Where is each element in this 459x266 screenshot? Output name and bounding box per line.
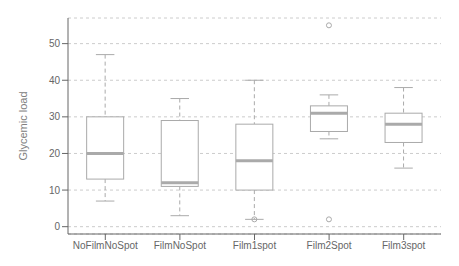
svg-text:40: 40 — [49, 75, 61, 86]
svg-text:20: 20 — [49, 148, 61, 159]
svg-text:Film2Spot: Film2Spot — [307, 240, 352, 251]
svg-text:Film3spot: Film3spot — [382, 240, 426, 251]
svg-text:30: 30 — [49, 111, 61, 122]
svg-text:0: 0 — [54, 221, 60, 232]
svg-text:50: 50 — [49, 38, 61, 49]
svg-text:NoFilmNoSpot: NoFilmNoSpot — [73, 240, 138, 251]
svg-text:Glycemic load: Glycemic load — [17, 91, 29, 160]
svg-text:FilmNoSpot: FilmNoSpot — [154, 240, 206, 251]
svg-text:Film1spot: Film1spot — [233, 240, 277, 251]
svg-text:10: 10 — [49, 185, 61, 196]
